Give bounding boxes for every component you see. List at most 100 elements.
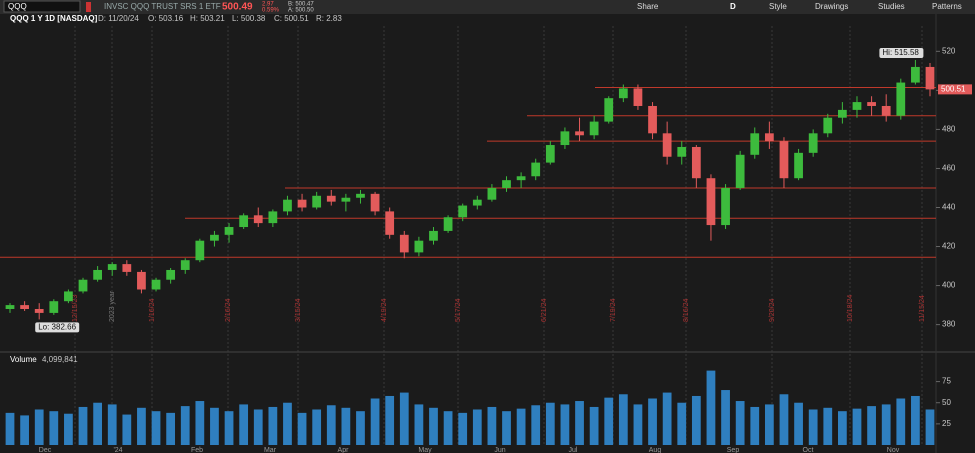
volume-bar <box>253 409 263 445</box>
last-price: 500.49 <box>222 2 253 13</box>
date-marker-label: 9/20/24 <box>769 299 776 322</box>
volume-bar <box>268 406 278 445</box>
y-tick-label: 440 <box>942 203 956 212</box>
volume-bar <box>356 411 365 445</box>
volume-bar <box>443 411 453 445</box>
candle-body <box>166 269 176 280</box>
date-marker-label: 12/15/23 <box>72 295 79 322</box>
volume-tick-label: 25 <box>942 419 951 428</box>
volume-bar <box>429 407 438 445</box>
volume-bar <box>575 401 584 445</box>
candle-body <box>706 178 716 226</box>
candle-body <box>224 227 234 235</box>
volume-bar <box>838 411 847 445</box>
candle-body <box>253 215 263 224</box>
volume-bar <box>458 412 468 445</box>
date-marker-label: 5/17/24 <box>455 299 462 322</box>
bid: B: 500.47 <box>288 2 314 8</box>
candle-body <box>531 162 541 177</box>
volume-bar <box>545 402 555 445</box>
volume-bar <box>93 402 102 445</box>
volume-bar <box>166 412 176 445</box>
volume-bar <box>297 412 307 445</box>
volume-bar <box>721 390 730 445</box>
volume-bar <box>516 408 526 445</box>
candle-body <box>472 199 482 206</box>
candle-body <box>764 133 774 142</box>
candle-body <box>618 88 628 99</box>
candle-body <box>823 117 833 134</box>
price-tag-box <box>938 84 972 95</box>
volume-bar <box>706 370 716 445</box>
drawings[interactable]: Drawings <box>815 2 848 11</box>
volume-bar <box>239 404 249 445</box>
month-label: Jun <box>494 447 505 453</box>
month-label: Sep <box>727 447 740 453</box>
candle-body <box>326 195 336 202</box>
candle-body <box>341 197 351 202</box>
candle-body <box>589 121 599 136</box>
candle-body <box>794 152 803 179</box>
candle-body <box>239 215 249 228</box>
candle-body <box>195 240 205 261</box>
candle-body <box>312 195 322 208</box>
candle-body <box>838 109 847 118</box>
volume-bar <box>5 412 15 445</box>
share[interactable]: Share <box>637 2 659 11</box>
candle-body <box>443 217 453 231</box>
volume-bar <box>881 404 891 445</box>
candle-body <box>399 234 409 253</box>
y-tick-label: 480 <box>942 125 956 134</box>
candle-body <box>881 105 891 116</box>
volume-bar <box>794 402 803 445</box>
candle-body <box>867 102 876 106</box>
change: 2.97 <box>262 2 274 8</box>
studies[interactable]: Studies <box>878 2 905 11</box>
volume-bar <box>560 404 570 445</box>
volume-bar <box>180 406 190 445</box>
volume-bar <box>370 398 380 445</box>
hi-label-box <box>879 47 924 58</box>
volume-bar <box>122 414 132 445</box>
symbol-box[interactable] <box>3 0 81 13</box>
volume-tick-label: 75 <box>942 377 951 386</box>
volume-bar <box>312 409 322 445</box>
info-close: C: 500.51 <box>274 14 309 23</box>
volume-bar <box>633 404 643 445</box>
candle-body <box>545 145 555 163</box>
volume-bar <box>385 395 395 445</box>
candle-body <box>779 141 789 179</box>
volume-bar <box>911 395 920 445</box>
y-tick-label: 460 <box>942 164 956 173</box>
volume-bar <box>34 409 44 445</box>
candle-body <box>633 88 643 106</box>
volume-bar <box>472 409 482 445</box>
volume-bar <box>604 397 614 445</box>
patterns[interactable]: Patterns <box>932 2 962 11</box>
volume-bar <box>618 394 628 445</box>
volume-bar <box>823 407 833 445</box>
volume-bar <box>341 407 351 445</box>
candle-body <box>458 205 468 218</box>
volume-bar <box>779 394 789 445</box>
volume-bar <box>64 413 73 445</box>
date-marker-label: 10/18/24 <box>847 295 854 322</box>
y-tick-label: 420 <box>942 242 956 251</box>
candle-body <box>648 105 657 134</box>
period[interactable]: D <box>730 2 736 11</box>
volume-bar <box>78 406 88 445</box>
volume-bar <box>589 406 599 445</box>
y-tick-label: 380 <box>942 320 956 329</box>
volume-bar <box>283 402 292 445</box>
candle-body <box>604 98 614 122</box>
volume-bar <box>648 398 657 445</box>
date-marker-label: 11/15/24 <box>919 295 926 322</box>
date-marker-label: 8/16/24 <box>683 299 690 322</box>
volume-bar <box>137 407 146 445</box>
volume-bar <box>399 392 409 445</box>
candle-body <box>356 193 365 198</box>
volume-bar <box>735 401 745 445</box>
y-tick-label: 400 <box>942 281 956 290</box>
style[interactable]: Style <box>769 2 787 11</box>
